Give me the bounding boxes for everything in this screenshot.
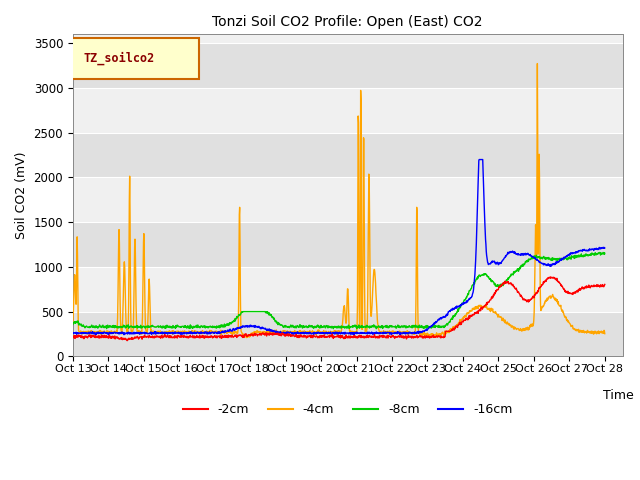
- Bar: [73, 43, 623, 88]
- Title: Tonzi Soil CO2 Profile: Open (East) CO2: Tonzi Soil CO2 Profile: Open (East) CO2: [212, 15, 483, 29]
- Bar: [73, 133, 623, 178]
- Bar: [73, 88, 623, 133]
- Bar: [73, 178, 623, 222]
- Bar: [73, 312, 623, 356]
- Legend: -2cm, -4cm, -8cm, -16cm: -2cm, -4cm, -8cm, -16cm: [177, 398, 518, 421]
- Bar: [73, 267, 623, 312]
- FancyBboxPatch shape: [67, 37, 199, 79]
- Bar: [73, 222, 623, 267]
- X-axis label: Time: Time: [603, 388, 634, 402]
- Text: TZ_soilco2: TZ_soilco2: [84, 52, 155, 65]
- Y-axis label: Soil CO2 (mV): Soil CO2 (mV): [15, 152, 28, 239]
